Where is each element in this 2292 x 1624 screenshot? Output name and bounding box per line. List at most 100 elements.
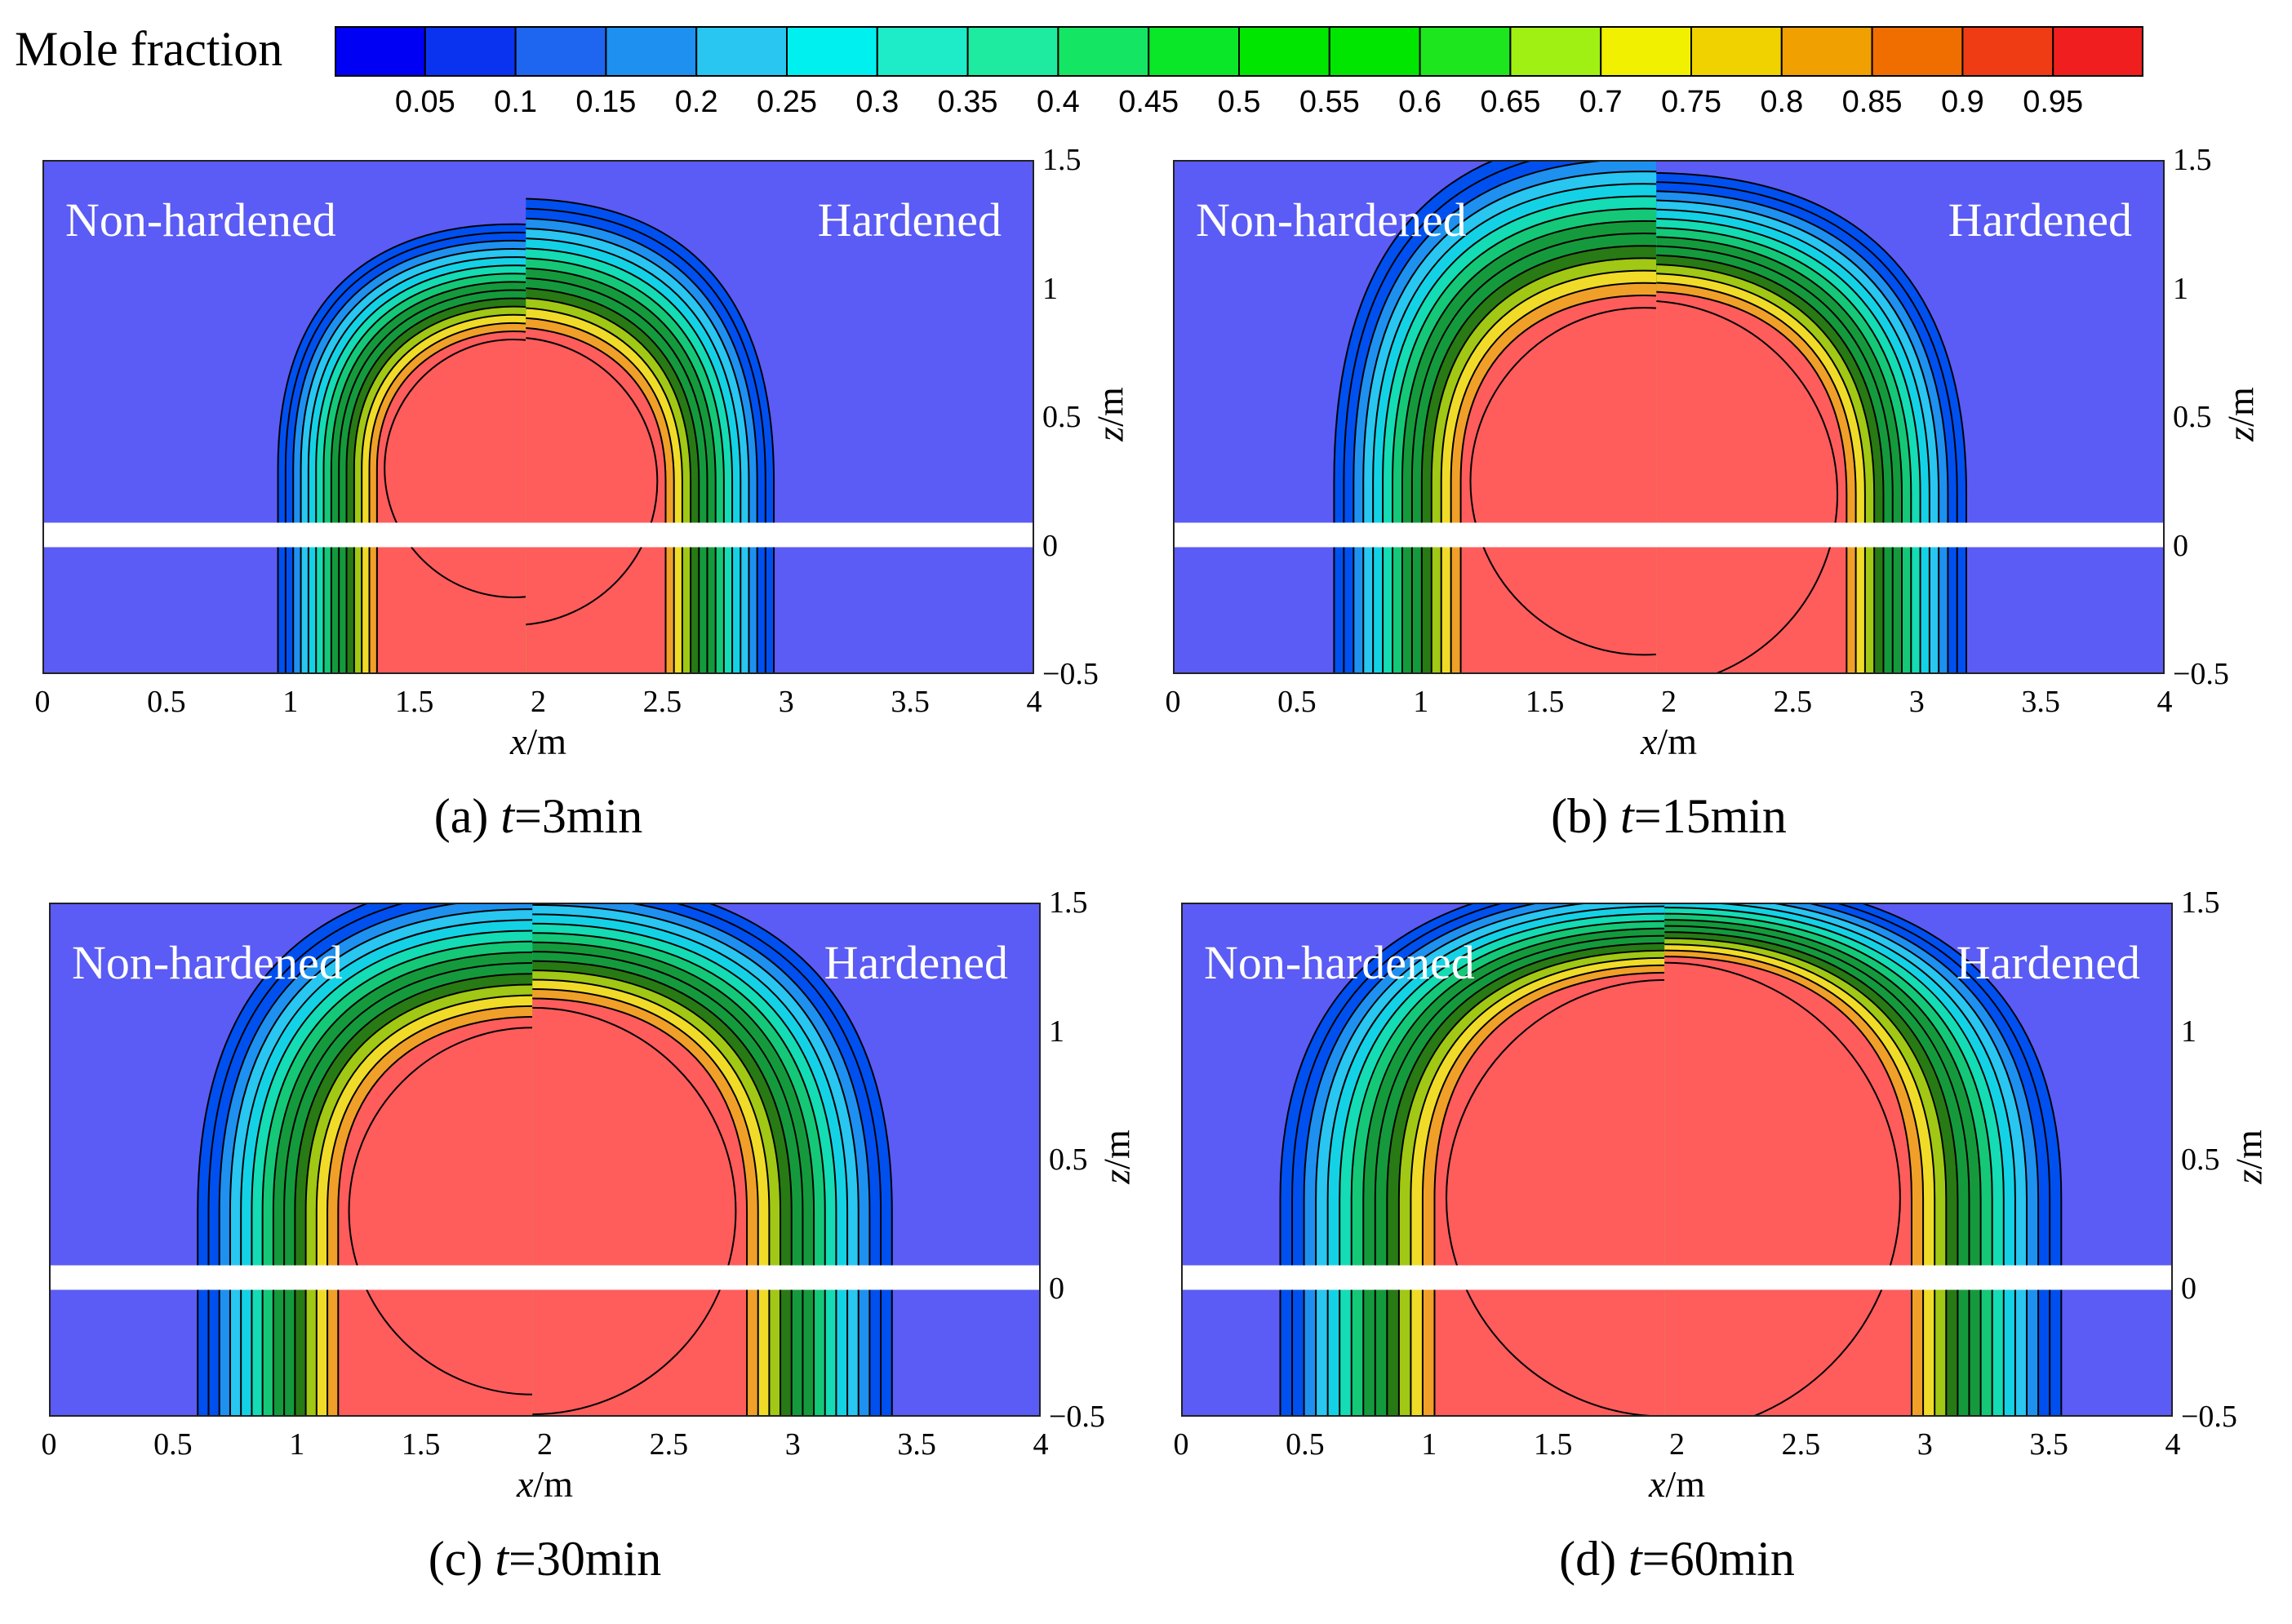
- x-axis-label: x/m: [1641, 720, 1697, 763]
- x-tick-label: 0: [1173, 1427, 1189, 1462]
- label-hardened: Hardened: [824, 936, 1008, 989]
- z-tick-label: −0.5: [1042, 657, 1099, 691]
- contour-plot: Non-hardened Hardened: [49, 903, 1041, 1417]
- x-tick-label: 1.5: [394, 685, 434, 719]
- z-axis-label: z/m: [1089, 387, 1132, 441]
- z-tick-label: 0: [1042, 528, 1058, 563]
- x-tick-label: 2: [1669, 1427, 1685, 1462]
- x-axis-label: x/m: [1649, 1462, 1705, 1506]
- z-axis-label: z/m: [2219, 387, 2263, 441]
- caption-prefix: (a): [433, 789, 501, 843]
- contour-plot: Non-hardened Hardened: [1173, 160, 2165, 674]
- horizontal-strip: [49, 1265, 1041, 1290]
- colorbar-swatch: [966, 26, 1059, 77]
- colorbar-swatch: [876, 26, 969, 77]
- z-axis-variable: z: [1095, 1169, 1138, 1184]
- z-axis-variable: z: [1089, 426, 1131, 441]
- z-axis-unit: /m: [1089, 387, 1131, 427]
- colorbar-swatch: [2052, 26, 2143, 77]
- label-non-hardened: Non-hardened: [1204, 936, 1475, 989]
- x-tick-label: 1: [1413, 685, 1429, 719]
- colorbar-swatch: [1148, 26, 1241, 77]
- colorbar-swatch: [1057, 26, 1150, 77]
- x-tick-label: 0: [41, 1427, 57, 1462]
- z-tick-label: −0.5: [1049, 1400, 1105, 1434]
- panel-caption: (d) t=60min: [1559, 1531, 1795, 1587]
- z-tick-label: 1: [2173, 271, 2188, 306]
- z-tick-label: −0.5: [2181, 1400, 2237, 1434]
- core-region: [1664, 961, 1901, 1417]
- z-tick-label: 1: [1042, 271, 1058, 306]
- colorbar-tick-label: 0.45: [1118, 85, 1179, 119]
- x-tick-label: 4: [2165, 1427, 2181, 1462]
- panel-caption: (c) t=30min: [429, 1531, 661, 1587]
- x-tick-label: 1.5: [1533, 1427, 1573, 1462]
- x-tick-label: 1: [1421, 1427, 1437, 1462]
- colorbar-tick-label: 0.7: [1579, 85, 1623, 119]
- x-axis-variable: x: [1641, 721, 1658, 762]
- horizontal-strip: [42, 522, 1034, 548]
- core-region: [348, 1027, 533, 1395]
- caption-variable: t: [1620, 789, 1634, 843]
- horizontal-strip: [1181, 1265, 2173, 1290]
- z-tick-label: 0.5: [2181, 1143, 2220, 1177]
- colorbar-tick-label: 0.9: [1940, 85, 1984, 119]
- z-tick-label: 1.5: [1042, 143, 1082, 177]
- x-axis-unit: /m: [1657, 721, 1697, 762]
- x-tick-label: 4: [1033, 1427, 1049, 1462]
- core-region: [1656, 300, 1838, 674]
- caption-prefix: (d): [1559, 1532, 1629, 1586]
- caption-prefix: (c): [428, 1532, 495, 1586]
- x-tick-label: 3.5: [897, 1427, 936, 1462]
- contour-svg: [42, 160, 1034, 674]
- colorbar-tick-label: 0.2: [674, 85, 718, 119]
- x-tick-label: 3.5: [891, 685, 930, 719]
- colorbar-swatch: [1780, 26, 1873, 77]
- core-region: [532, 1007, 737, 1415]
- panel-caption: (b) t=15min: [1551, 788, 1787, 845]
- horizontal-strip: [1173, 522, 2165, 548]
- x-tick-label: 1: [289, 1427, 305, 1462]
- z-tick-label: −0.5: [2173, 657, 2229, 691]
- colorbar-swatch: [1509, 26, 1602, 77]
- label-hardened: Hardened: [817, 193, 1002, 246]
- x-tick-label: 4: [2157, 685, 2173, 719]
- contour-svg: [1181, 903, 2173, 1417]
- caption-variable: t: [500, 789, 515, 843]
- caption-value: =15min: [1633, 789, 1787, 843]
- colorbar-tick-label: 0.95: [2023, 85, 2084, 119]
- x-tick-label: 0.5: [1286, 1427, 1325, 1462]
- x-tick-label: 2.5: [649, 1427, 689, 1462]
- caption-variable: t: [1628, 1532, 1642, 1586]
- x-tick-label: 1.5: [1525, 685, 1565, 719]
- colorbar-swatch: [514, 26, 607, 77]
- colorbar-tick-label: 0.75: [1661, 85, 1721, 119]
- x-tick-label: 3: [1908, 685, 1925, 719]
- colorbar-tick-labels: 0.05 0.1 0.15 0.2 0.25 0.3 0.35 0.4 0.45 0.5 0.55 0…: [335, 85, 2143, 126]
- colorbar-tick-label: 0.85: [1841, 85, 1903, 119]
- z-axis-variable: z: [2228, 1169, 2270, 1184]
- colorbar-tick-label: 0.6: [1398, 85, 1442, 119]
- colorbar-swatch: [424, 26, 517, 77]
- x-tick-label: 2: [1661, 685, 1677, 719]
- caption-prefix: (b): [1551, 789, 1621, 843]
- colorbar-tick-label: 0.8: [1760, 85, 1804, 119]
- x-axis-variable: x: [517, 1463, 534, 1505]
- z-axis-variable: z: [2219, 426, 2262, 441]
- colorbar-tick-label: 0.4: [1036, 85, 1080, 119]
- colorbar-tick-label: 0.25: [757, 85, 817, 119]
- colorbar-swatch: [605, 26, 698, 77]
- z-tick-label: 1: [2181, 1014, 2196, 1049]
- caption-value: =3min: [514, 789, 643, 843]
- x-tick-label: 2.5: [1781, 1427, 1821, 1462]
- x-tick-label: 1.5: [401, 1427, 441, 1462]
- colorbar-swatch: [1238, 26, 1330, 77]
- colorbar-swatch: [1328, 26, 1421, 77]
- core-region: [1469, 307, 1657, 656]
- colorbar-tick-label: 0.65: [1480, 85, 1541, 119]
- x-tick-label: 2.5: [1773, 685, 1813, 719]
- caption-value: =30min: [509, 1532, 662, 1586]
- z-tick-label: 0: [2181, 1271, 2196, 1306]
- z-tick-label: 1.5: [1049, 885, 1088, 920]
- colorbar-swatch: [786, 26, 878, 77]
